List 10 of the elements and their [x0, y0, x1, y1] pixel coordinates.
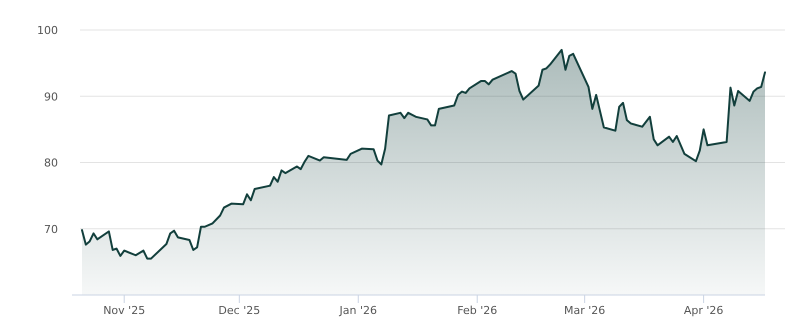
y-tick-label: 90: [44, 90, 58, 104]
y-tick-label: 80: [44, 156, 58, 170]
x-tick-label: Dec '25: [218, 304, 260, 317]
y-tick-label: 70: [44, 222, 58, 236]
x-tick-label: Apr '26: [684, 304, 724, 317]
x-tick-label: Nov '25: [103, 304, 146, 317]
y-tick-label: 100: [37, 24, 58, 37]
x-tick-label: Feb '26: [457, 304, 498, 317]
x-tick-label: Mar '26: [564, 304, 606, 317]
x-tick-label: Jan '26: [338, 304, 378, 317]
